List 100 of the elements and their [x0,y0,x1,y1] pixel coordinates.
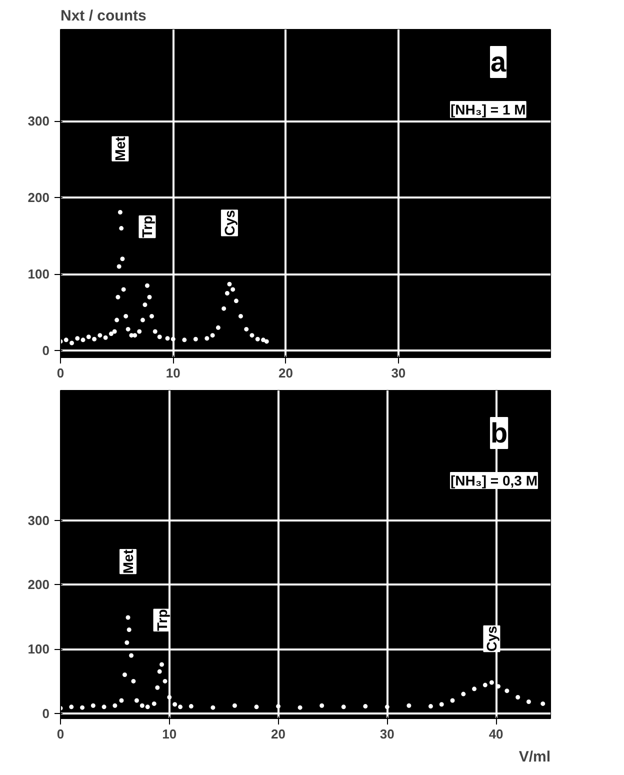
point [504,688,510,694]
point [341,704,346,710]
point [254,704,259,710]
x-tick-label: 20 [271,726,286,742]
annotation: Trp [154,609,170,631]
point [126,628,132,632]
point [320,703,324,708]
point [80,338,86,342]
point [152,329,158,334]
point [157,334,162,340]
point [122,672,127,678]
point [472,686,477,692]
point [137,329,142,334]
y-tick-label: 300 [28,512,50,528]
annotation: [NH₃] = 1 M [450,102,526,118]
point [363,704,368,709]
point [152,701,156,706]
point [129,653,134,658]
x-tick-label: 30 [391,366,406,380]
point [90,703,96,708]
point [244,326,249,332]
y-tick-label: 100 [28,642,50,657]
point [482,682,488,688]
point [428,704,433,709]
y-tick-label: 100 [28,266,50,282]
point [124,640,130,645]
point [124,314,128,318]
point [116,294,120,300]
point [140,703,144,708]
point [178,704,183,710]
annotation: Cys [221,210,238,236]
point [140,318,145,322]
point [210,705,216,710]
point [232,703,237,708]
point [224,291,230,296]
point [64,338,68,342]
point [450,698,455,703]
x-tick-label: 0 [56,726,64,742]
point [188,704,194,709]
point [526,700,531,704]
point [116,264,122,269]
point [182,338,187,342]
point [120,256,125,262]
y-axis-title: Nxt / counts [60,8,146,24]
point [145,704,150,710]
point [126,615,130,620]
point [264,339,269,344]
point [160,662,164,667]
annotation: Cys [484,626,500,652]
point [210,333,215,338]
point [193,336,198,342]
point [134,698,139,703]
point [118,210,122,214]
point [102,704,106,710]
point [86,334,91,340]
point [112,703,118,708]
x-axis-title: V/ml [518,748,551,766]
x-tick-label: 40 [488,726,504,742]
x-tick-label: 20 [278,366,294,380]
point [70,340,74,346]
point [126,326,130,332]
point [132,333,138,338]
x-tick-label: 0 [56,366,64,380]
point [222,306,226,311]
y-tick-label: 200 [28,577,50,592]
point [406,703,412,708]
annotation: b [490,418,508,448]
point [142,302,148,307]
y-tick-label: 0 [42,706,50,721]
point [250,333,254,338]
x-tick-label: 10 [166,366,180,380]
point [112,329,117,334]
point [108,332,114,336]
point [162,678,168,684]
point [216,325,220,330]
y-tick-label: 300 [28,114,50,129]
point [144,283,150,288]
annotation: Trp [139,216,156,238]
point [75,336,80,341]
point [261,338,266,342]
point [439,702,444,707]
point [516,695,520,700]
point [119,698,124,703]
point [69,704,74,710]
point [255,336,260,342]
point [170,336,176,342]
y-tick-label: 200 [28,190,50,206]
point [298,705,302,710]
x-tick-label: 30 [380,726,394,742]
x-tick-label: 10 [162,726,177,742]
point [121,287,126,292]
annotation: a [490,46,506,78]
point [114,318,120,322]
point [227,282,232,286]
point [230,287,236,292]
point [540,701,546,706]
point [103,335,108,340]
point [234,298,238,304]
point [172,702,178,707]
point [461,692,466,696]
